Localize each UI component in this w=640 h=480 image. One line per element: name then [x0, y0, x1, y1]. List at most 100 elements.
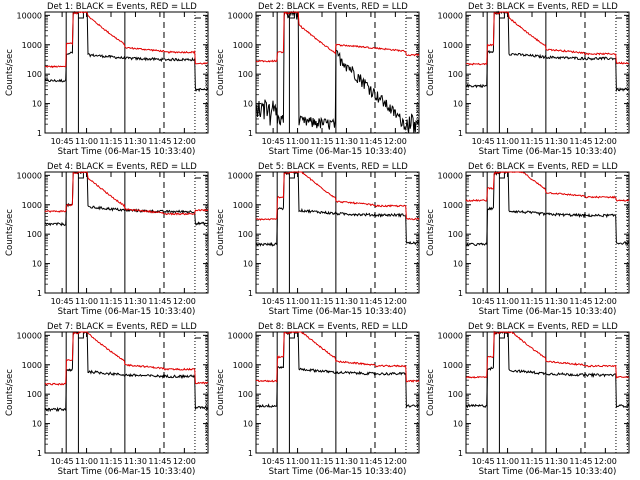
x-axis-label: Start Time (06-Mar-15 10:33:40) [479, 147, 617, 157]
series-events-line [255, 10, 420, 134]
marker-flag [499, 172, 505, 179]
x-tick-label: 11:15 [310, 297, 333, 306]
x-tick-label: 11:15 [520, 457, 543, 466]
y-tick-label: 10 [243, 420, 253, 429]
y-axis-label: Counts/sec [216, 49, 226, 96]
x-axis-label: Start Time (06-Mar-15 10:33:40) [58, 147, 196, 157]
series-lld-line [255, 331, 420, 383]
x-tick-label: 11:00 [496, 457, 519, 466]
y-tick-label: 1 [37, 289, 42, 298]
y-tick-label: 1 [458, 449, 463, 458]
series-events-line [44, 331, 209, 413]
y-tick-label: 1 [248, 289, 253, 298]
y-tick-label: 100 [238, 70, 253, 79]
panel-title: Det 2: BLACK = Events, RED = LLD [258, 2, 408, 12]
y-tick-label: 100 [448, 70, 463, 79]
x-tick-label: 11:00 [75, 297, 98, 306]
x-tick-label: 11:30 [335, 297, 358, 306]
panel-3: Det 3: BLACK = Events, RED = LLD 1 10 100 10… [426, 2, 630, 157]
panel-4: Det 4: BLACK = Events, RED = LLD 1 10 100 10… [5, 162, 209, 317]
marker-flag [289, 332, 295, 339]
x-tick-label: 11:30 [335, 137, 358, 146]
x-tick-label: 11:45 [569, 297, 592, 306]
x-tick-label: 11:45 [359, 297, 382, 306]
series-events-line [255, 331, 420, 410]
y-axis-label: Counts/sec [5, 209, 15, 256]
plot-frame [44, 171, 209, 294]
y-tick-label: 1000 [233, 361, 253, 370]
x-tick-label: 11:15 [310, 457, 333, 466]
plot-frame [44, 11, 209, 134]
x-tick-label: 11:30 [124, 297, 147, 306]
y-tick-label: 10 [453, 420, 463, 429]
plot-frame [255, 331, 420, 454]
marker-flag [499, 12, 505, 19]
series-lld-line [465, 330, 630, 380]
x-tick-label: 11:45 [148, 297, 171, 306]
y-tick-label: 10000 [228, 171, 253, 180]
x-tick-label: 11:15 [99, 297, 122, 306]
y-tick-label: 1000 [22, 361, 42, 370]
marker-flag [78, 332, 84, 339]
y-tick-label: 100 [238, 390, 253, 399]
y-tick-label: 100 [27, 390, 42, 399]
panel-6: Det 6: BLACK = Events, RED = LLD 1 10 100 10… [426, 162, 630, 317]
y-tick-label: 100 [448, 230, 463, 239]
x-tick-label: 11:30 [124, 137, 147, 146]
x-tick-label: 11:00 [75, 137, 98, 146]
x-tick-label: 11:15 [99, 457, 122, 466]
y-tick-label: 1 [37, 449, 42, 458]
panel-5: Det 5: BLACK = Events, RED = LLD 1 10 100 10… [216, 162, 420, 317]
x-tick-label: 10:45 [262, 137, 285, 146]
x-tick-label: 12:00 [173, 297, 196, 306]
y-tick-label: 1 [37, 129, 42, 138]
y-tick-label: 1000 [22, 201, 42, 210]
y-tick-label: 1000 [233, 41, 253, 50]
x-axis-label: Start Time (06-Mar-15 10:33:40) [58, 307, 196, 317]
y-axis-label: Counts/sec [5, 49, 15, 96]
x-tick-label: 10:45 [472, 297, 495, 306]
panel-title: Det 9: BLACK = Events, RED = LLD [468, 322, 618, 332]
panel-2: Det 2: BLACK = Events, RED = LLD 1 10 100 10… [216, 2, 420, 157]
x-tick-label: 12:00 [384, 297, 407, 306]
x-tick-label: 10:45 [472, 457, 495, 466]
plot-frame [44, 331, 209, 454]
panel-title: Det 4: BLACK = Events, RED = LLD [47, 162, 197, 172]
x-axis-label: Start Time (06-Mar-15 10:33:40) [269, 307, 407, 317]
y-tick-label: 10 [32, 420, 42, 429]
x-tick-label: 11:45 [569, 137, 592, 146]
y-tick-label: 10000 [228, 331, 253, 340]
x-tick-label: 11:00 [286, 457, 309, 466]
plot-frame [465, 11, 630, 134]
x-tick-label: 12:00 [594, 297, 617, 306]
y-tick-label: 10000 [438, 11, 463, 20]
x-tick-label: 11:30 [335, 457, 358, 466]
x-axis-label: Start Time (06-Mar-15 10:33:40) [58, 467, 196, 477]
x-tick-label: 10:45 [472, 137, 495, 146]
series-lld-line [465, 11, 630, 66]
series-lld-line [465, 171, 630, 203]
x-tick-label: 12:00 [384, 457, 407, 466]
x-tick-label: 12:00 [594, 457, 617, 466]
x-tick-label: 11:30 [124, 457, 147, 466]
y-tick-label: 10000 [17, 11, 42, 20]
x-tick-label: 12:00 [594, 137, 617, 146]
panel-1: Det 1: BLACK = Events, RED = LLD 1 10 100 10… [5, 2, 209, 157]
y-tick-label: 10000 [228, 11, 253, 20]
x-tick-label: 12:00 [173, 137, 196, 146]
y-tick-label: 100 [238, 230, 253, 239]
y-tick-label: 10 [32, 260, 42, 269]
panel-title: Det 8: BLACK = Events, RED = LLD [258, 322, 408, 332]
y-tick-label: 100 [27, 230, 42, 239]
y-tick-label: 1 [248, 129, 253, 138]
x-tick-label: 11:30 [545, 297, 568, 306]
series-events-line [465, 330, 630, 409]
y-axis-label: Counts/sec [5, 369, 15, 416]
series-lld-line [44, 171, 209, 216]
y-tick-label: 10000 [438, 171, 463, 180]
x-tick-label: 11:00 [286, 137, 309, 146]
x-tick-label: 11:15 [310, 137, 333, 146]
x-tick-label: 11:45 [569, 457, 592, 466]
y-tick-label: 1000 [443, 41, 463, 50]
x-tick-label: 11:45 [148, 457, 171, 466]
